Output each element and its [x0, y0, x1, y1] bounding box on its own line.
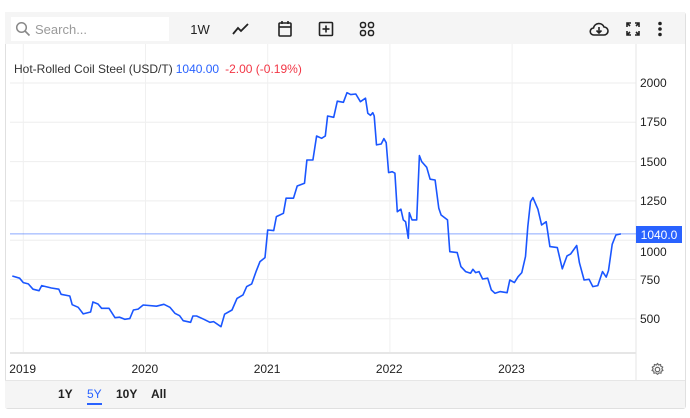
chart-header: Hot-Rolled Coil Steel (USD/T) 1040.00 -2.0… [14, 62, 302, 76]
instrument-title: Hot-Rolled Coil Steel (USD/T) [14, 62, 173, 76]
y-tick-label: 1750 [640, 115, 667, 130]
range-button-1y[interactable]: 1Y [58, 387, 73, 401]
line-chart-icon [232, 23, 249, 35]
range-bar [5, 380, 685, 408]
interval-button[interactable]: 1W [190, 21, 210, 37]
add-indicator-button[interactable] [315, 18, 337, 40]
settings-icon[interactable] [650, 362, 665, 377]
search-icon [15, 21, 31, 37]
y-tick-label: 750 [640, 272, 661, 287]
y-tick-label: 2000 [640, 76, 667, 90]
calendar-icon [278, 21, 292, 37]
y-tick-label: 1500 [640, 154, 667, 169]
x-tick-label: 2022 [375, 362, 403, 376]
cloud-download-icon [589, 22, 609, 36]
price-change: -2.00 (-0.19%) [225, 62, 302, 76]
chart-type-button[interactable] [230, 18, 252, 40]
search-input[interactable]: Search... [11, 17, 169, 41]
range-button-10y[interactable]: 10Y [116, 387, 138, 401]
x-tick-label: 2020 [131, 362, 159, 376]
x-tick-label: 2023 [498, 362, 525, 376]
grid [10, 44, 636, 352]
y-tick-label: 500 [640, 311, 661, 326]
last-price: 1040.00 [175, 62, 220, 76]
download-button[interactable] [588, 18, 610, 40]
date-range-button[interactable] [274, 18, 296, 40]
grid-icon [359, 21, 375, 37]
fullscreen-icon [626, 22, 640, 36]
more-options-button[interactable] [652, 18, 668, 40]
price-series-line [12, 91, 622, 328]
chart-widget [5, 12, 686, 409]
range-button-5y[interactable]: 5Y [87, 387, 102, 405]
y-tick-label: 1250 [640, 193, 667, 208]
last-price-tag: 1040.0 [636, 226, 682, 243]
x-tick-label: 2021 [253, 362, 281, 376]
fullscreen-button[interactable] [622, 18, 644, 40]
range-button-all[interactable]: All [151, 387, 167, 401]
y-tick-label: 1000 [640, 245, 667, 259]
search-placeholder: Search... [35, 21, 88, 37]
x-tick-label: 2019 [9, 362, 36, 376]
layout-button[interactable] [356, 18, 378, 40]
more-vert-icon [658, 21, 662, 37]
add-box-icon [318, 21, 334, 37]
